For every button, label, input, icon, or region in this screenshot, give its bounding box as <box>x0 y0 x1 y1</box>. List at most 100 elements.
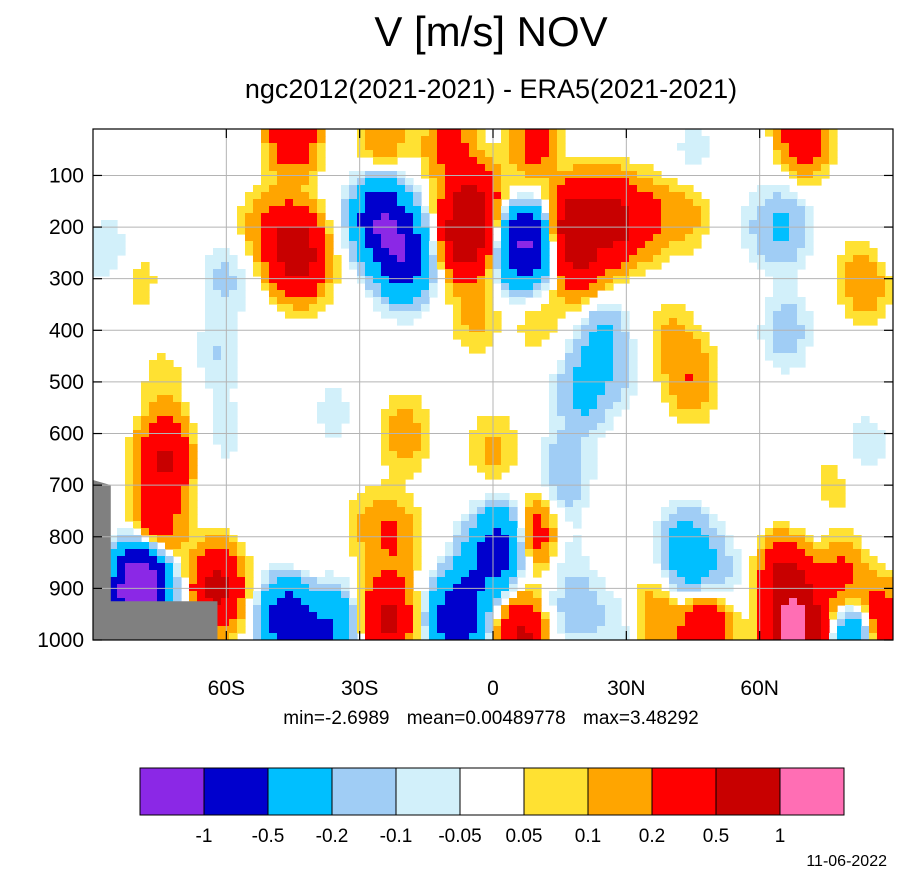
field-cell <box>845 283 886 291</box>
field-cell <box>589 584 606 592</box>
field-cell <box>837 556 846 564</box>
field-cell <box>501 241 510 249</box>
field-cell <box>485 269 494 277</box>
field-cell <box>429 598 446 606</box>
field-cell <box>125 479 134 487</box>
field-cell <box>693 227 710 235</box>
field-cell <box>565 346 574 354</box>
field-cell <box>629 220 662 228</box>
field-cell <box>245 577 254 585</box>
field-cell <box>685 129 702 137</box>
field-cell <box>565 360 582 368</box>
field-cell <box>773 220 790 228</box>
x-tick-label: 30N <box>607 677 646 700</box>
field-cell <box>237 556 246 564</box>
field-cell <box>557 227 630 235</box>
field-cell <box>773 570 806 578</box>
field-cell <box>453 542 462 550</box>
field-cell <box>821 472 838 480</box>
field-cell <box>413 416 430 424</box>
field-cell <box>317 220 326 228</box>
field-cell <box>533 213 542 221</box>
colorbar-swatch <box>587 767 653 816</box>
field-cell <box>757 633 774 640</box>
field-cell <box>685 619 726 627</box>
field-cell <box>229 269 246 277</box>
field-cell <box>181 542 198 550</box>
field-cell <box>869 563 886 571</box>
field-cell <box>541 283 550 291</box>
field-cell <box>613 360 630 368</box>
field-cell <box>701 402 718 410</box>
field-cell <box>461 136 478 144</box>
field-cell <box>373 150 398 158</box>
field-cell <box>757 234 774 242</box>
field-cell <box>661 332 694 340</box>
field-cell <box>533 535 550 543</box>
field-cell <box>149 374 182 382</box>
field-cell <box>853 297 878 305</box>
field-cell <box>389 304 422 312</box>
field-cell <box>141 500 182 508</box>
field-cell <box>357 213 382 221</box>
field-cell <box>133 451 142 459</box>
field-cell <box>765 297 806 305</box>
field-cell <box>757 577 774 585</box>
field-cell <box>485 199 494 207</box>
field-cell <box>229 290 246 298</box>
field-cell <box>253 255 262 263</box>
field-cell <box>181 493 190 501</box>
field-cell <box>261 262 270 270</box>
field-cell <box>845 262 878 270</box>
field-cell <box>285 269 310 277</box>
field-cell <box>541 521 550 529</box>
field-cell <box>253 598 262 606</box>
field-cell <box>501 437 518 445</box>
field-cell <box>405 591 414 599</box>
field-cell <box>269 129 318 137</box>
field-cell <box>197 339 238 347</box>
field-cell <box>349 507 366 515</box>
field-cell <box>477 255 486 263</box>
field-cell <box>709 353 718 361</box>
field-cell <box>285 290 318 298</box>
field-cell <box>541 472 550 480</box>
field-cell <box>765 129 774 137</box>
field-cell <box>261 619 270 627</box>
field-cell <box>701 220 710 228</box>
field-cell <box>437 150 470 158</box>
field-cell <box>133 283 150 291</box>
field-cell <box>213 388 230 396</box>
field-cell <box>285 311 318 319</box>
field-cell <box>757 325 774 333</box>
field-cell <box>509 577 518 585</box>
field-cell <box>325 570 334 578</box>
field-cell <box>437 129 462 137</box>
field-cell <box>445 598 478 606</box>
field-cell <box>381 619 398 627</box>
field-cell <box>501 185 510 193</box>
field-cell <box>573 332 582 340</box>
field-cell <box>445 220 486 228</box>
field-cell <box>765 255 798 263</box>
field-cell <box>365 262 382 270</box>
field-cell <box>605 416 614 424</box>
field-cell <box>565 416 606 424</box>
field-cell <box>637 612 646 620</box>
field-cell <box>525 157 542 165</box>
field-cell <box>549 542 558 550</box>
field-cell <box>349 633 358 640</box>
field-cell <box>493 171 502 179</box>
field-cell <box>429 171 446 179</box>
field-cell <box>357 563 366 571</box>
field-cell <box>821 143 830 151</box>
field-cell <box>509 605 534 613</box>
field-cell <box>221 290 230 298</box>
field-cell <box>461 549 478 557</box>
field-cell <box>485 227 494 235</box>
field-cell <box>245 199 254 207</box>
colorbar-swatch <box>715 767 781 816</box>
field-cell <box>429 290 438 298</box>
field-cell <box>469 346 486 354</box>
field-cell <box>549 290 558 298</box>
